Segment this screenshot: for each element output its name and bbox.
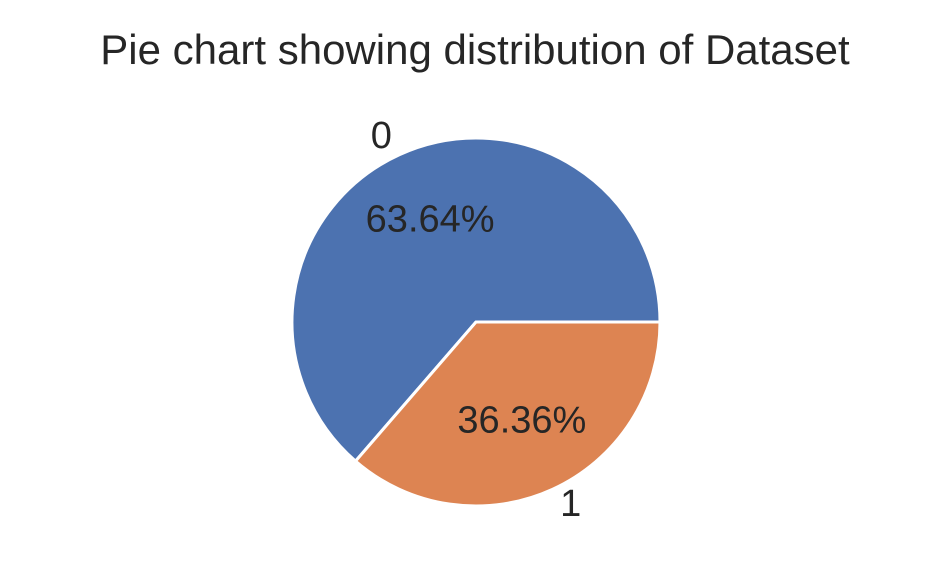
chart-title: Pie chart showing distribution of Datase… (100, 26, 850, 73)
category-label-0: 0 (371, 115, 392, 157)
percent-label-1: 36.36% (457, 399, 586, 441)
pie-slice-0 (290, 136, 662, 463)
category-label-1: 1 (560, 483, 581, 525)
pie-slices (290, 136, 662, 508)
pie-labels: 0 63.64% 1 36.36% (366, 115, 587, 525)
pie-slice-1 (354, 320, 662, 508)
percent-label-0: 63.64% (366, 199, 495, 241)
